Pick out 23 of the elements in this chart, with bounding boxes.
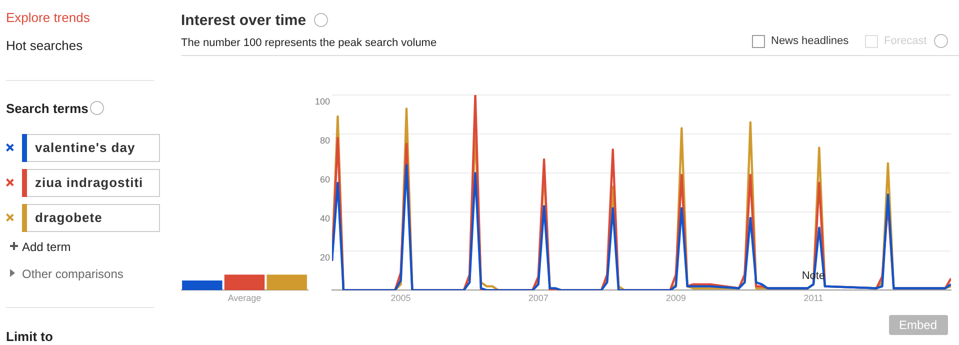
legend-label: dragobete xyxy=(35,210,102,225)
text: Add term xyxy=(22,240,71,254)
text: Explore trends xyxy=(6,10,90,25)
chart-subtitle: The number 100 represents the peak search volume xyxy=(181,37,437,49)
chart-title: Interest over time xyxy=(181,12,306,29)
legend-label: valentine's day xyxy=(35,140,136,155)
y-tick-label: 60 xyxy=(320,174,330,185)
text: Hot searches xyxy=(6,38,83,53)
text: Limit to xyxy=(6,329,53,344)
text: News headlines xyxy=(771,35,849,47)
text: Search terms xyxy=(6,101,88,116)
x-tick-label: 2011 xyxy=(804,293,824,304)
y-tick-label: 20 xyxy=(320,252,330,263)
text: Embed xyxy=(899,318,938,332)
y-tick-label: 80 xyxy=(320,136,330,146)
x-tick-label: 2007 xyxy=(528,293,548,304)
y-tick-label: 100 xyxy=(314,96,330,106)
legend-label: ziua indragostiti xyxy=(35,175,144,190)
x-tick-label: 2005 xyxy=(390,293,411,304)
y-tick-label: 40 xyxy=(320,214,330,224)
text: Other comparisons xyxy=(22,267,124,281)
x-tick-label: Average xyxy=(228,293,262,304)
x-tick-label: 2009 xyxy=(666,293,686,304)
